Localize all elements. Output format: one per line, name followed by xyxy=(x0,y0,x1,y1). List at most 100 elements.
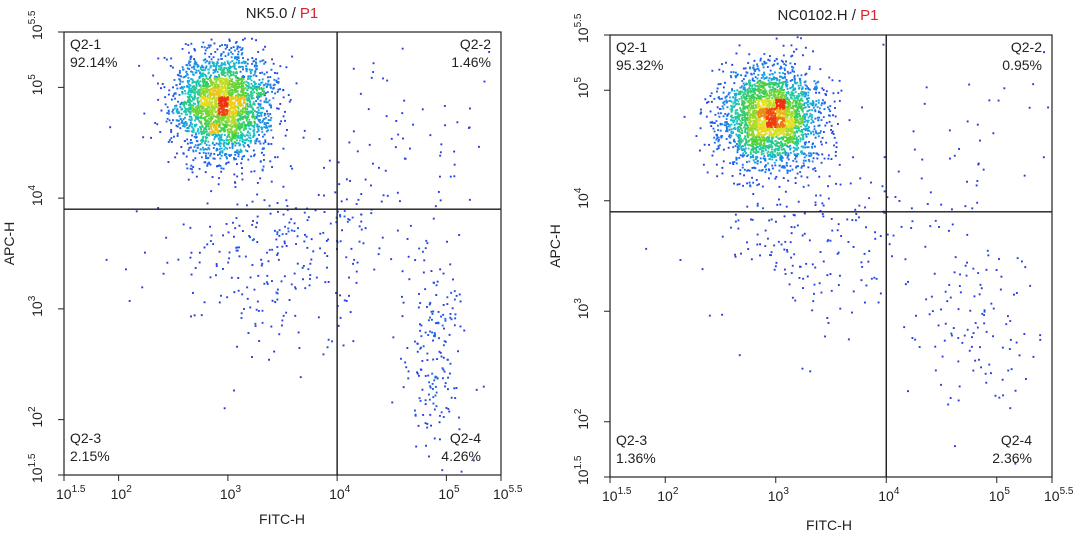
event-point xyxy=(758,169,761,172)
event-point xyxy=(957,360,960,363)
event-point xyxy=(226,81,229,84)
event-point xyxy=(925,86,928,89)
event-point xyxy=(287,94,290,96)
event-point xyxy=(184,111,187,113)
event-point xyxy=(1039,334,1042,337)
event-point xyxy=(809,112,812,115)
event-point xyxy=(733,100,736,103)
event-point xyxy=(808,141,810,143)
event-point xyxy=(223,117,226,119)
event-point xyxy=(283,240,286,243)
event-point xyxy=(433,408,436,411)
event-point xyxy=(238,66,240,69)
event-point xyxy=(185,155,188,158)
event-point xyxy=(819,251,822,253)
event-point xyxy=(282,115,285,118)
event-point xyxy=(402,386,405,389)
event-point xyxy=(431,382,434,385)
event-point xyxy=(795,116,798,119)
event-point xyxy=(233,123,236,126)
event-point xyxy=(257,102,260,105)
event-point xyxy=(384,169,387,172)
event-point xyxy=(214,84,216,87)
event-point xyxy=(804,143,807,146)
event-point xyxy=(731,161,734,164)
event-point xyxy=(786,156,789,159)
event-point xyxy=(434,394,437,397)
event-point xyxy=(201,125,204,128)
event-point xyxy=(186,85,189,87)
event-point xyxy=(455,294,458,297)
event-point xyxy=(964,205,967,208)
event-point xyxy=(278,333,281,336)
event-point xyxy=(202,146,204,149)
event-point xyxy=(254,110,256,112)
event-point xyxy=(226,46,228,49)
event-point xyxy=(785,97,787,100)
event-point xyxy=(200,93,202,96)
event-point xyxy=(770,143,773,146)
event-point xyxy=(734,145,737,147)
event-point xyxy=(775,175,778,178)
quadrant-percent-q2-2: 1.46% xyxy=(451,54,491,70)
event-point xyxy=(271,299,274,302)
event-point xyxy=(201,124,203,127)
event-point xyxy=(797,93,800,95)
event-point xyxy=(824,335,826,338)
y-tick-base: 10 xyxy=(29,80,45,96)
event-point xyxy=(448,333,451,336)
event-point xyxy=(227,79,229,82)
event-point xyxy=(222,142,225,145)
event-point xyxy=(734,112,737,115)
event-point xyxy=(897,170,900,173)
event-point xyxy=(307,216,310,219)
event-point xyxy=(794,134,797,137)
event-point xyxy=(199,143,202,146)
event-point xyxy=(396,191,399,194)
event-point xyxy=(303,240,306,243)
event-point xyxy=(208,76,211,79)
event-point xyxy=(197,112,200,115)
event-point xyxy=(434,333,436,336)
event-point xyxy=(241,158,243,160)
event-point xyxy=(822,204,825,207)
event-point xyxy=(182,68,185,71)
event-point xyxy=(738,141,741,144)
event-point xyxy=(276,90,279,93)
event-point xyxy=(218,119,221,122)
event-point xyxy=(261,151,263,154)
event-point xyxy=(819,107,821,110)
event-point xyxy=(765,62,768,65)
event-point xyxy=(717,129,720,132)
event-point xyxy=(225,79,228,82)
event-point xyxy=(236,90,239,93)
event-point xyxy=(251,37,253,40)
event-point xyxy=(799,130,802,133)
event-point xyxy=(215,274,217,277)
event-point xyxy=(233,235,235,238)
event-point xyxy=(442,368,445,371)
event-point xyxy=(725,99,728,102)
event-point xyxy=(217,88,220,90)
event-point xyxy=(221,117,224,119)
event-point xyxy=(966,233,969,236)
event-point xyxy=(972,369,975,372)
event-point xyxy=(267,122,270,125)
event-point xyxy=(744,93,747,95)
event-point xyxy=(235,142,238,145)
event-point xyxy=(812,300,815,303)
event-point xyxy=(788,145,790,148)
event-point xyxy=(210,117,213,120)
event-point xyxy=(750,218,752,221)
event-point xyxy=(737,134,740,136)
event-point xyxy=(260,93,263,96)
event-point xyxy=(218,125,221,128)
event-point xyxy=(211,131,214,133)
event-point xyxy=(820,112,822,115)
event-point xyxy=(270,180,273,183)
event-point xyxy=(722,160,725,163)
event-point xyxy=(230,73,233,76)
event-point xyxy=(233,116,236,119)
event-point xyxy=(796,152,799,155)
event-point xyxy=(276,72,279,75)
